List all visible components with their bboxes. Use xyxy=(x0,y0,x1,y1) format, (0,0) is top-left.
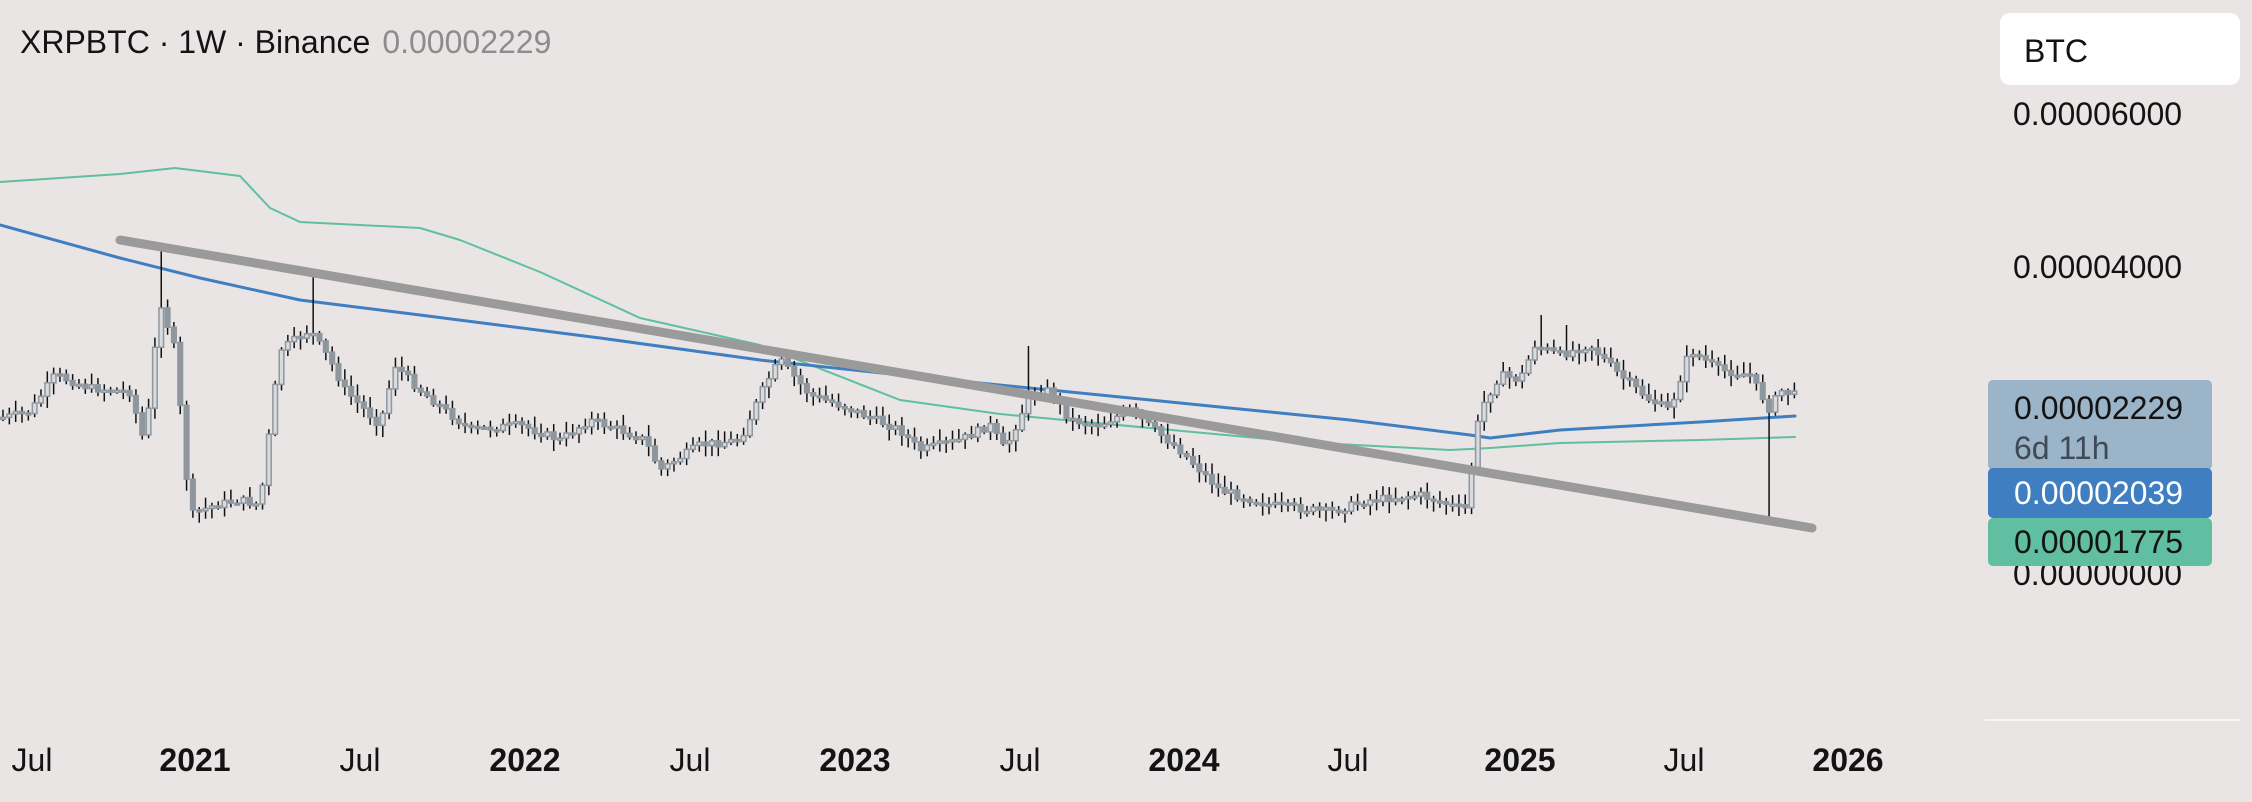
ma-green-tag: 0.00001775 xyxy=(1988,518,2212,566)
ma-blue-tag: 0.00002039 xyxy=(1988,468,2212,518)
x-tick-label: 2022 xyxy=(489,742,561,778)
symbol-line: XRPBTC · 1W · Binance xyxy=(20,24,371,60)
axis-separator xyxy=(1985,719,2241,721)
x-tick-label: Jul xyxy=(1663,742,1705,778)
currency-button[interactable]: BTC xyxy=(2000,13,2240,85)
y-tick-40000: 0.00004000 xyxy=(2013,249,2183,285)
last-price-tag: 0.00002229 6d 11h xyxy=(1988,380,2212,470)
x-tick-label: Jul xyxy=(339,742,381,778)
ma-blue-line xyxy=(0,223,1797,440)
header-last-price: 0.00002229 xyxy=(382,24,552,60)
x-tick-label: 2023 xyxy=(819,742,891,778)
x-tick-label: 2026 xyxy=(1812,742,1884,778)
x-tick-label: Jul xyxy=(999,742,1041,778)
candle-countdown: 6d 11h xyxy=(2014,430,2110,466)
trendline xyxy=(115,235,1817,533)
price-chart-plot[interactable] xyxy=(0,0,1985,720)
x-tick-label: 2024 xyxy=(1148,742,1220,778)
x-tick-label: Jul xyxy=(669,742,711,778)
y-tick-60000: 0.00006000 xyxy=(2013,96,2183,132)
ma-green-line xyxy=(0,167,1796,451)
x-tick-label: 2021 xyxy=(159,742,231,778)
chart-title: XRPBTC · 1W · Binance 0.00002229 xyxy=(20,24,551,61)
last-price-value: 0.00002229 xyxy=(2014,390,2184,426)
x-tick-label: Jul xyxy=(1327,742,1369,778)
x-tick-label: Jul xyxy=(11,742,53,778)
x-tick-label: 2025 xyxy=(1484,742,1556,778)
